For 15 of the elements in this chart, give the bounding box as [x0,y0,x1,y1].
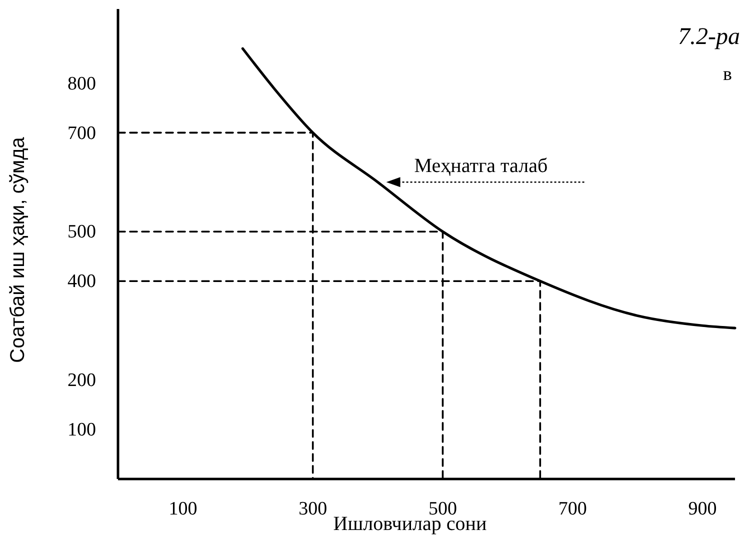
x-tick-label: 300 [298,498,328,520]
x-tick-label: 100 [168,498,198,520]
y-tick-label: 200 [68,370,96,392]
x-tick-label: 500 [428,498,457,520]
y-tick-label: 400 [68,271,96,292]
y-tick-label: 500 [68,222,96,243]
y-tick-label: 800 [68,73,96,94]
annotation: Меҳнатга талаб [414,155,548,178]
y-axis-title: Соатбай иш ҳақи, сўмда [7,136,29,363]
y-tick-label: 700 [68,122,96,144]
x-tick-label: 700 [558,498,587,520]
y-tick-label: 100 [68,420,96,441]
text: в [723,64,732,85]
x-tick-label: 900 [688,498,717,520]
text: 7.2-ра [678,24,740,50]
